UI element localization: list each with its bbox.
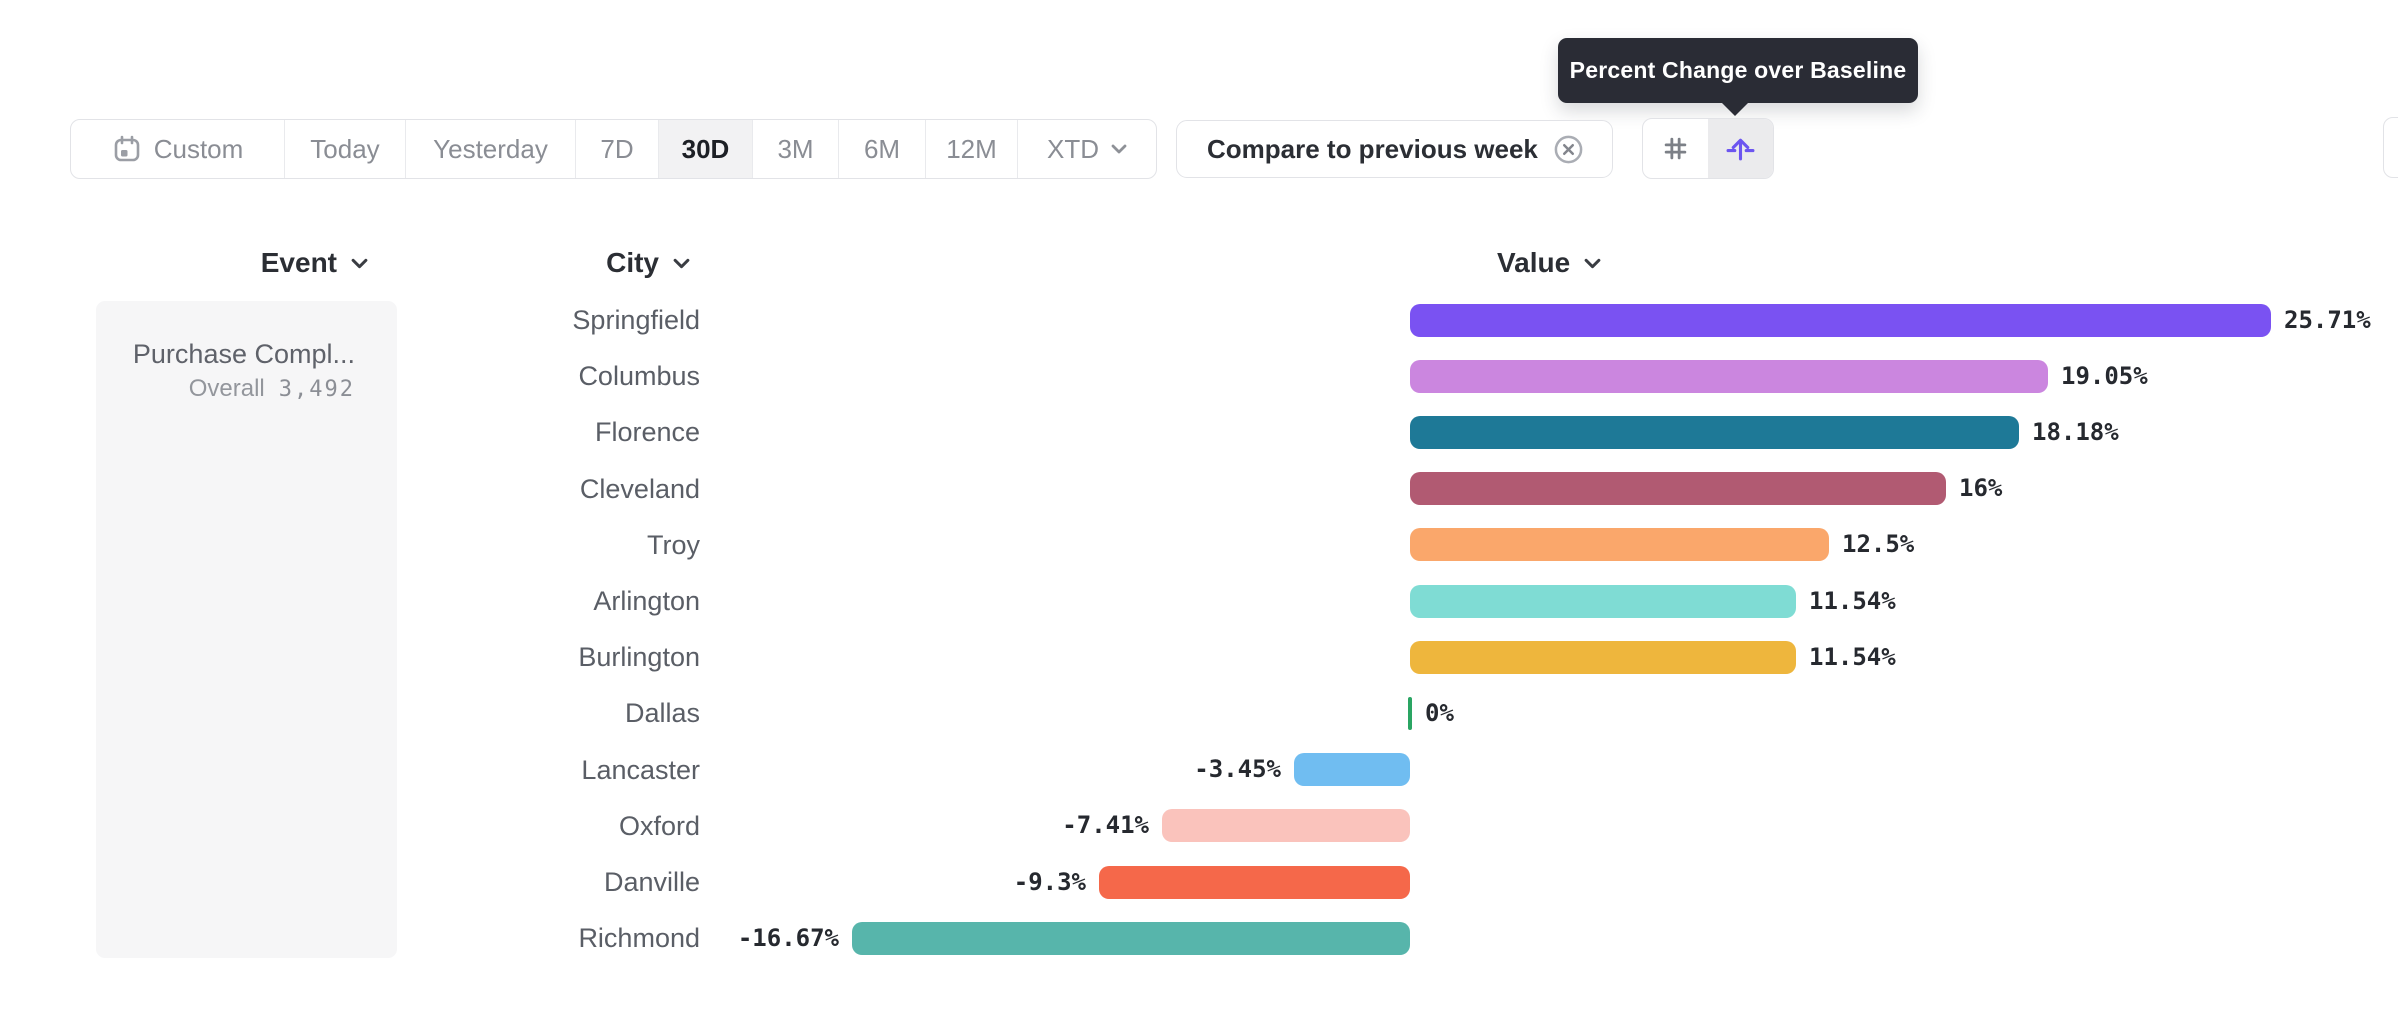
city-label-dallas: Dallas [624, 698, 700, 729]
value-column-header[interactable]: Value [1497, 247, 1601, 279]
date-range-label: 6M [863, 133, 901, 164]
tooltip-caret [1720, 101, 1750, 116]
date-range-today-button[interactable]: Today [285, 120, 406, 178]
event-overall-row: Overall 3,492 [116, 375, 355, 403]
date-range-label: Custom [153, 133, 244, 164]
date-range-label: 7D [600, 133, 634, 164]
date-range-12m-button[interactable]: 12M [926, 120, 1018, 178]
number-view-button[interactable] [1643, 119, 1708, 178]
bar-springfield[interactable] [1410, 303, 2271, 337]
value-label-columbus: 19.05% [2061, 361, 2148, 390]
value-label-burlington: 11.54% [1809, 642, 1896, 671]
chevron-down-icon [351, 258, 368, 269]
bar-lancaster[interactable] [1294, 753, 1410, 787]
city-label-oxford: Oxford [618, 810, 700, 841]
chevron-down-icon [1584, 258, 1601, 269]
event-title: Purchase Compl... [132, 339, 355, 369]
date-range-label: Yesterday [433, 133, 548, 164]
circle-x-icon[interactable] [1553, 134, 1584, 165]
chevron-down-icon [673, 258, 690, 269]
date-range-xtd-button[interactable]: XTD [1018, 120, 1156, 178]
date-range-label: 12M [946, 133, 997, 164]
tooltip-text: Percent Change over Baseline [1569, 57, 1907, 83]
value-label-arlington: 11.54% [1809, 586, 1896, 615]
city-label-danville: Danville [603, 867, 700, 897]
value-label-lancaster: -3.45% [1194, 755, 1281, 784]
city-header-label: City [606, 247, 659, 278]
event-card[interactable]: Purchase Compl... Overall 3,492 [96, 301, 397, 958]
bar-danville[interactable] [1099, 865, 1410, 899]
value-label-troy: 12.5% [1842, 530, 1915, 559]
date-range-3m-button[interactable]: 3M [753, 120, 839, 178]
event-header-label: Event [260, 247, 337, 278]
bar-troy[interactable] [1410, 528, 1829, 562]
city-label-springfield: Springfield [572, 305, 700, 335]
bar-richmond[interactable] [852, 921, 1410, 955]
date-range-7d-button[interactable]: 7D [576, 120, 659, 178]
city-label-lancaster: Lancaster [581, 754, 700, 785]
calendar-icon [112, 134, 142, 164]
city-label-cleveland: Cleveland [579, 473, 700, 504]
value-header-label: Value [1497, 247, 1571, 278]
number-sign-icon [1663, 136, 1688, 161]
value-label-springfield: 25.71% [2284, 305, 2371, 334]
city-label-burlington: Burlington [578, 642, 700, 673]
city-label-arlington: Arlington [593, 586, 700, 616]
value-display-toggle [1642, 118, 1774, 179]
compare-chip-label: Compare to previous week [1207, 133, 1538, 164]
overall-value: 3,492 [278, 377, 355, 402]
city-label-richmond: Richmond [578, 923, 700, 954]
clipped-edge-button[interactable] [2383, 117, 2398, 178]
date-range-yesterday-button[interactable]: Yesterday [406, 120, 576, 178]
date-range-label: Today [310, 133, 380, 164]
compare-chip[interactable]: Compare to previous week [1176, 120, 1613, 178]
city-column-header[interactable]: City [606, 247, 690, 279]
date-range-30d-button[interactable]: 30D [659, 120, 753, 178]
bar-cleveland[interactable] [1410, 472, 1946, 506]
overall-label: Overall [188, 375, 265, 402]
value-label-florence: 18.18% [2032, 417, 2119, 446]
value-label-dallas: 0% [1425, 698, 1454, 727]
bar-florence[interactable] [1410, 415, 2019, 449]
bar-oxford[interactable] [1162, 809, 1410, 843]
city-label-troy: Troy [647, 529, 700, 560]
tooltip-percent-change-over-baseline: Percent Change over Baseline [1558, 38, 1918, 103]
city-label-florence: Florence [594, 417, 700, 448]
chevron-down-icon [1111, 144, 1127, 154]
bar-arlington[interactable] [1410, 584, 1796, 618]
event-column-header[interactable]: Event [261, 247, 368, 279]
city-label-columbus: Columbus [578, 361, 700, 392]
date-range-label: XTD [1047, 133, 1099, 164]
date-range-custom-button[interactable]: Custom [71, 120, 285, 178]
date-range-label: 3M [777, 133, 814, 164]
value-label-oxford: -7.41% [1062, 811, 1149, 840]
baseline-arrow-icon [1726, 134, 1755, 163]
percent-change-view-button[interactable] [1708, 119, 1773, 178]
date-range-6m-button[interactable]: 6M [839, 120, 926, 178]
value-label-richmond: -16.67% [737, 923, 839, 952]
date-range-segmented-control: Custom Today Yesterday 7D 30D 3M 6M 12M XTD [70, 119, 1157, 179]
bar-dallas[interactable] [1408, 696, 1412, 730]
value-label-danville: -9.3% [1013, 867, 1086, 896]
value-label-cleveland: 16% [1959, 474, 2003, 503]
bar-burlington[interactable] [1410, 640, 1796, 674]
bar-columbus[interactable] [1410, 359, 2048, 393]
date-range-label: 30D [681, 133, 730, 164]
